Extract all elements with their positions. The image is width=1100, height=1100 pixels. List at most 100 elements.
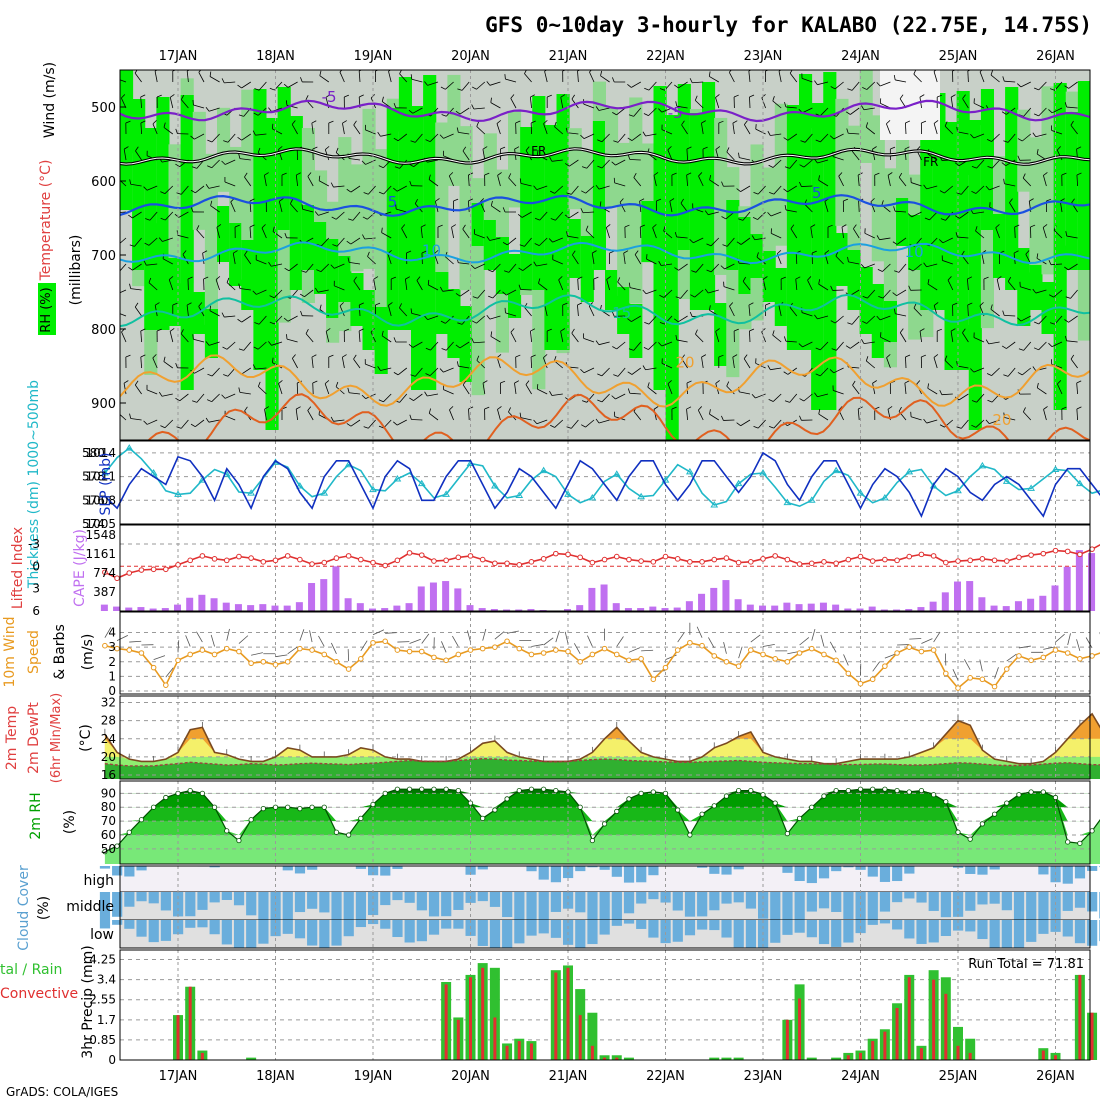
wind-barb: [757, 211, 766, 220]
cape-bar: [832, 604, 840, 611]
wind-barb-flag: [449, 406, 454, 411]
wind-barb-flag: [814, 80, 818, 85]
rh-cell: [1041, 86, 1055, 275]
rh-marker: [163, 794, 169, 801]
lifted-index-marker: [748, 559, 754, 565]
wind-barb-flag: [550, 218, 556, 221]
rh-marker: [1028, 789, 1034, 795]
wind-barb: [458, 262, 470, 265]
wind-barb-flag: [408, 344, 414, 348]
cloud-bar: [136, 920, 147, 937]
wind-barb-10m: [677, 631, 685, 643]
wind-barb-flag: [597, 139, 602, 143]
wind-barb-flag: [950, 94, 956, 98]
wind-barb-flag: [344, 328, 350, 332]
contour-label: 10: [422, 242, 441, 260]
wind-barb: [740, 185, 751, 192]
lifted-index-marker: [796, 561, 803, 567]
contour-label: 20: [992, 411, 1011, 429]
wind-barb: [887, 175, 891, 187]
wind-barb-flag: [566, 231, 568, 237]
wind-barb: [399, 307, 408, 317]
ylabel-2m-dewpt: 2m DewPt: [26, 702, 42, 774]
wind-barb: [180, 333, 189, 343]
wind-barb-flag: [175, 163, 180, 168]
cloud-bar: [294, 866, 306, 874]
wind-barb: [367, 211, 376, 220]
wind-barb-flag: [986, 373, 992, 376]
wind-barb: [639, 226, 642, 239]
wind-barb: [211, 367, 220, 377]
lifted-index-marker: [297, 556, 303, 563]
wind-barb-10m: [226, 628, 230, 641]
wind-speed-marker: [735, 663, 742, 669]
cloud-bar: [319, 920, 330, 948]
cape-bar: [1039, 595, 1047, 611]
wind-barb: [991, 159, 1000, 169]
cape-bar: [393, 605, 401, 611]
wind-barb-flag: [612, 77, 615, 83]
wind-barb: [973, 133, 985, 139]
wind-speed-marker: [796, 650, 803, 656]
rh-cell: [277, 87, 291, 230]
wind-barb-flag: [286, 334, 288, 340]
wind-barb: [318, 180, 329, 187]
rh-marker: [809, 804, 815, 810]
wind-barb-flag: [613, 374, 619, 377]
wind-barb-flag: [554, 356, 557, 362]
lifted-index-marker: [394, 557, 401, 564]
panel-frame: [119, 949, 1091, 1061]
wind-barb: [536, 419, 548, 425]
wind-barb: [820, 107, 829, 117]
rh-marker: [236, 837, 242, 844]
wind-barb-flag: [581, 424, 586, 428]
wind-barb: [927, 153, 938, 161]
wind-barb-flag: [416, 276, 421, 281]
wind-barb-flag: [135, 146, 139, 152]
wind-barb: [411, 78, 423, 83]
wind-barb: [1043, 409, 1047, 421]
wind-barb-flag: [768, 164, 774, 168]
lifted-index-marker: [674, 556, 681, 562]
precip-convective-bar: [493, 1017, 497, 1060]
wind-barb: [770, 211, 782, 217]
wind-barb: [146, 419, 158, 425]
wind-barb: [807, 279, 813, 291]
cape-bar: [868, 606, 876, 611]
wind-barb: [950, 97, 954, 109]
thickness-marker: [759, 469, 767, 476]
panel-frame: [119, 780, 1091, 865]
precip-tick-label: 4.25: [89, 953, 116, 967]
precip-convective-bar: [188, 986, 192, 1060]
wind-barb-flag: [611, 395, 616, 400]
wind-speed-marker: [1003, 666, 1010, 672]
wind-barb-flag: [761, 94, 766, 98]
wind-barb-flag: [233, 250, 238, 254]
wind-barb: [445, 256, 454, 265]
date-label-top: 19JAN: [354, 49, 393, 64]
cloud-bar: [233, 920, 245, 948]
wind-barb: [490, 336, 501, 343]
temp-tick-label: 32: [101, 696, 116, 710]
wind-barb: [462, 228, 470, 239]
wind-barb: [1038, 315, 1047, 325]
wind-barb: [287, 81, 298, 88]
wind-barb-flag: [160, 217, 166, 221]
precip-tick-label: 2.55: [89, 993, 116, 1007]
rh-cell: [799, 74, 813, 350]
wind-barb-flag: [865, 356, 869, 362]
wind-barb: [1023, 411, 1032, 421]
wind-barb-flag: [325, 146, 330, 150]
rh-cell: [289, 116, 303, 290]
wind-barb-10m: [482, 628, 487, 641]
rh-marker: [821, 793, 827, 799]
rh-cell: [217, 107, 231, 192]
wind-barb: [617, 367, 626, 377]
rh-cell: [944, 122, 958, 370]
wind-barb: [443, 367, 454, 373]
cape-bar: [503, 609, 511, 611]
wind-barb: [132, 211, 142, 219]
wind-barb-flag: [971, 400, 977, 403]
wind-barb-flag: [704, 210, 709, 215]
wind-barb: [1038, 341, 1047, 351]
